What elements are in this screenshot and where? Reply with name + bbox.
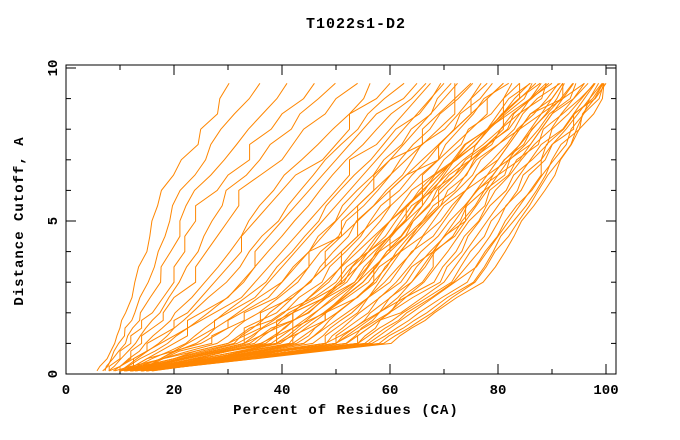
x-tick-label: 80 [490, 383, 507, 399]
model-curve [146, 83, 521, 372]
x-axis-label: Percent of Residues (CA) [233, 403, 459, 419]
model-curve [130, 82, 509, 372]
model-curve [123, 83, 442, 372]
model-curve [108, 82, 336, 372]
model-curve [141, 82, 603, 372]
model-curve [114, 83, 456, 372]
model-curve [146, 82, 547, 372]
model-curve [102, 83, 261, 372]
y-tick-label: 10 [46, 60, 62, 77]
model-curve [124, 83, 482, 372]
y-axis-label-text: Distance Cutoff, A [12, 136, 28, 306]
model-curve [151, 82, 596, 372]
model-curve [120, 82, 405, 372]
model-curve [133, 82, 431, 371]
model-curve [130, 82, 452, 372]
model-curve [119, 82, 474, 372]
model-curve [130, 82, 493, 372]
plot-frame [65, 64, 617, 375]
model-curve [146, 83, 605, 372]
model-curve [119, 82, 445, 372]
model-curve [108, 83, 315, 371]
model-curve [130, 82, 504, 372]
x-tick-label: 0 [62, 383, 70, 399]
model-curve [130, 83, 596, 372]
model-curve [119, 82, 531, 372]
model-curve [146, 83, 577, 372]
model-curve [124, 82, 589, 372]
model-curve [119, 82, 553, 372]
model-curve [113, 83, 371, 372]
model-curve [145, 83, 605, 372]
model-curve [119, 82, 418, 372]
model-curve [130, 83, 604, 372]
model-curve [119, 82, 427, 372]
x-tick-label: 40 [274, 383, 291, 399]
model-curve [130, 83, 542, 372]
model-curve [133, 82, 458, 372]
chart-title: T1022s1-D2 [305, 16, 406, 33]
model-curve [125, 82, 595, 372]
x-tick-label: 20 [166, 383, 183, 399]
model-curve [119, 82, 391, 371]
model-curve [129, 83, 547, 372]
model-curve [104, 83, 288, 372]
x-tick-label: 60 [382, 383, 399, 399]
x-tick-label: 100 [593, 383, 618, 399]
y-tick-label: 5 [46, 217, 62, 225]
model-curve [131, 82, 561, 372]
model-curve [96, 83, 230, 372]
model-curve [109, 82, 358, 372]
model-curve [125, 82, 550, 372]
y-tick-label: 0 [46, 370, 62, 378]
